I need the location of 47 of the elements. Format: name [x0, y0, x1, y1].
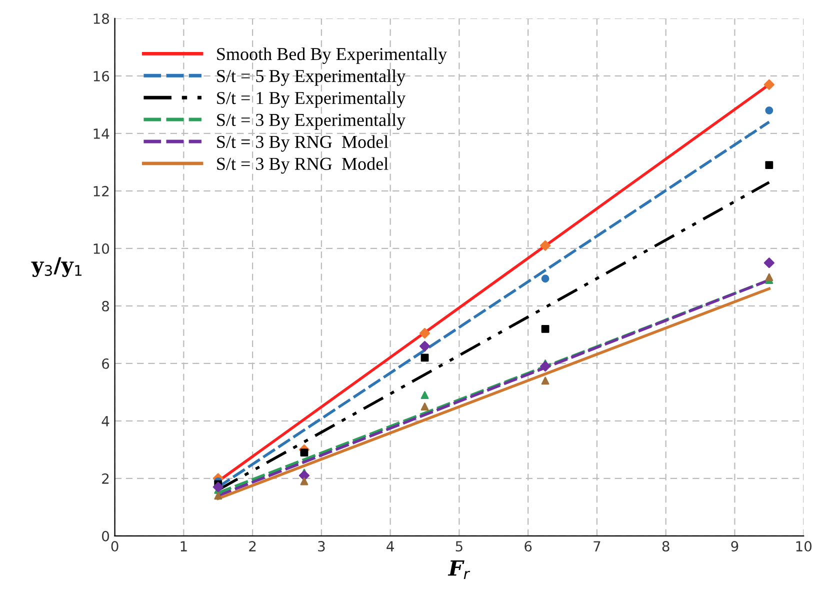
- y-tick-label: 6: [102, 358, 110, 369]
- y-tick-label: 2: [102, 473, 109, 484]
- point: [540, 240, 551, 251]
- x-tick-label: 6: [524, 541, 532, 552]
- y-tick-label: 10: [94, 243, 110, 254]
- point: [765, 106, 774, 114]
- point: [420, 391, 429, 400]
- y-tick-label: 18: [94, 13, 109, 24]
- point: [764, 79, 774, 90]
- y-tick-label: 0: [102, 530, 110, 542]
- point: [765, 273, 774, 282]
- x-axis-title: F$_{r}$: [448, 560, 470, 580]
- x-tick-label: 2: [249, 541, 256, 552]
- point: [300, 477, 308, 486]
- x-tick-label: 8: [662, 541, 670, 552]
- point: [540, 361, 551, 372]
- legend-label: Smooth Bed By Experimentally: [217, 47, 448, 64]
- point: [420, 402, 429, 411]
- point: [298, 470, 310, 481]
- legend-label: S/t = 3 By RNG Model: [217, 157, 388, 174]
- x-tick-label: 7: [594, 541, 600, 552]
- x-tick-label: 0: [111, 541, 118, 552]
- legend-label: S/t = 5 By Experimentally: [217, 69, 406, 86]
- y-tick-label: 14: [94, 128, 110, 139]
- x-tick-label: 5: [456, 541, 462, 552]
- point: [212, 482, 224, 492]
- y-tick-label: 16: [94, 70, 110, 82]
- point: [420, 354, 429, 362]
- y-tick-label: 4: [102, 416, 110, 426]
- legend-label: S/t = 1 By Experimentally: [217, 91, 406, 108]
- x-tick-label: 4: [386, 541, 394, 552]
- y-axis-title: y$_{3}$/y$_{1}$: [31, 257, 82, 278]
- x-tick-label: 3: [318, 541, 325, 552]
- point: [765, 161, 774, 170]
- legend-label: S/t = 3 By RNG Model: [217, 135, 388, 152]
- y-tick-label: 8: [102, 300, 109, 312]
- y-tick-label: 12: [94, 186, 109, 196]
- point: [541, 324, 550, 333]
- point: [541, 274, 550, 283]
- x-tick-label: 1: [180, 541, 187, 552]
- point: [419, 328, 430, 339]
- point: [214, 492, 222, 500]
- legend-label: S/t = 3 By Experimentally: [217, 113, 406, 130]
- point: [541, 376, 550, 385]
- x-tick-label: 10: [796, 541, 812, 552]
- point: [764, 258, 774, 268]
- x-tick-label: 9: [731, 541, 738, 552]
